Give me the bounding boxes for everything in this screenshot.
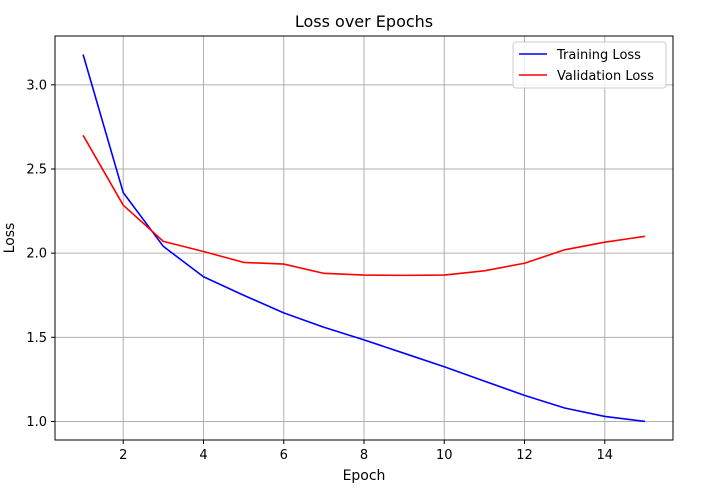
y-axis-label: Loss	[2, 223, 18, 254]
x-tick-label: 8	[360, 448, 368, 463]
x-tick-label: 2	[119, 448, 127, 463]
grid	[55, 36, 673, 440]
validation-loss-line	[82, 134, 646, 277]
y-tick-label: 2.5	[26, 162, 47, 177]
x-tick-label: 10	[436, 448, 453, 463]
x-tick-label: 12	[516, 448, 533, 463]
legend-label-validation-loss: Validation Loss	[557, 69, 654, 84]
x-tick-label: 4	[199, 448, 207, 463]
legend: Training Loss Validation Loss	[512, 41, 667, 89]
x-tick-label: 14	[597, 448, 614, 463]
y-tick-label: 1.0	[26, 415, 47, 430]
y-tick-label: 1.5	[26, 331, 47, 346]
training-loss-line	[82, 54, 646, 423]
x-tick-label: 6	[280, 448, 288, 463]
legend-box	[512, 41, 667, 89]
chart-title: Loss over Epochs	[295, 12, 433, 31]
series-layer	[82, 54, 646, 423]
y-tick-label: 2.0	[26, 247, 47, 262]
legend-label-training-loss: Training Loss	[556, 48, 641, 63]
y-tick-label: 3.0	[26, 78, 47, 93]
ticks: 2 4 6 8 10 12 14 1.0 1.5 2.0 2.5 3.0	[26, 78, 613, 463]
x-axis-label: Epoch	[343, 468, 386, 484]
